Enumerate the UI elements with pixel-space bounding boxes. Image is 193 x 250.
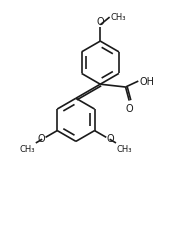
Text: CH₃: CH₃: [20, 144, 35, 153]
Text: O: O: [107, 133, 114, 143]
Text: O: O: [125, 104, 133, 114]
Text: CH₃: CH₃: [111, 12, 126, 22]
Text: O: O: [96, 17, 104, 27]
Text: CH₃: CH₃: [117, 144, 132, 153]
Text: O: O: [37, 133, 45, 143]
Text: OH: OH: [139, 77, 154, 87]
